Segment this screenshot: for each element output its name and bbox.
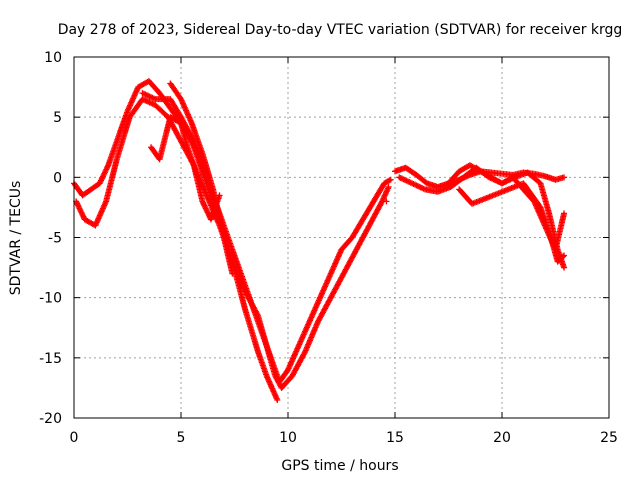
data-point	[561, 252, 568, 259]
y-tick-label: 10	[44, 50, 62, 66]
x-tick-label: 20	[493, 430, 511, 446]
y-tick-label: -15	[39, 351, 62, 367]
x-tick-label: 15	[386, 430, 404, 446]
data-point	[301, 350, 308, 357]
x-tick-label: 0	[70, 430, 79, 446]
y-axis-label: SDTVAR / TECUs	[8, 181, 24, 296]
data-point	[561, 210, 568, 217]
plot-frame	[73, 56, 610, 419]
data-point	[383, 198, 390, 205]
data-point	[385, 183, 392, 190]
data-point	[561, 174, 568, 181]
y-tick-label: 0	[53, 170, 62, 186]
data-point	[561, 264, 568, 271]
y-tick-label: -20	[39, 411, 62, 427]
grid-lines	[74, 57, 609, 418]
data-point	[216, 192, 223, 199]
chart-title: Day 278 of 2023, Sidereal Day-to-day VTE…	[58, 22, 623, 38]
data-point	[229, 270, 236, 277]
data-point	[187, 136, 194, 143]
y-tick-label: -10	[39, 291, 62, 307]
data-points	[71, 78, 568, 403]
x-tick-label: 25	[600, 430, 618, 446]
data-point	[274, 396, 281, 403]
data-point	[220, 228, 227, 235]
data-point	[386, 177, 393, 184]
data-point	[387, 176, 394, 183]
x-tick-label: 10	[279, 430, 297, 446]
x-axis-label: GPS time / hours	[281, 458, 398, 474]
data-point	[559, 253, 566, 260]
y-tick-label: 5	[53, 110, 62, 126]
x-tick-label: 5	[177, 430, 186, 446]
y-tick-label: -5	[48, 231, 62, 247]
data-point	[254, 311, 261, 318]
